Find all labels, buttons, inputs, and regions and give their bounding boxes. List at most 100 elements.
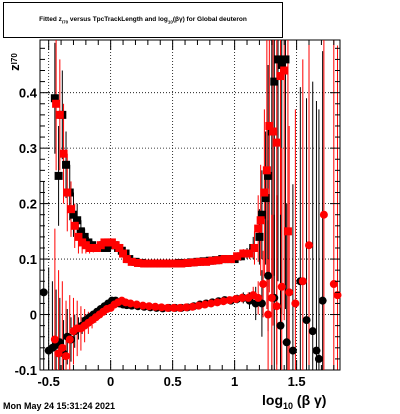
data-point-circle <box>50 335 59 344</box>
data-point-circle <box>291 299 300 308</box>
data-point-square <box>122 255 131 264</box>
data-point-circle <box>319 210 328 219</box>
data-point-circle <box>276 321 285 330</box>
data-point-square <box>214 256 223 265</box>
data-point-circle <box>285 288 294 297</box>
data-point-square <box>280 66 289 75</box>
data-point-circle <box>259 280 268 289</box>
data-point-square <box>164 259 173 268</box>
data-point-circle <box>182 303 191 312</box>
data-point-square <box>270 77 279 86</box>
data-point-square <box>269 127 278 136</box>
data-point-square <box>265 121 274 130</box>
x-tick-label: 0.5 <box>164 374 182 389</box>
data-point-square <box>152 259 161 268</box>
data-point-square <box>119 249 128 258</box>
data-point-circle <box>288 346 297 355</box>
data-point-square <box>264 171 273 180</box>
data-point-circle <box>157 303 166 312</box>
data-point-circle <box>65 335 74 344</box>
data-point-square <box>260 188 269 197</box>
y-tick-label: 0.4 <box>19 86 38 101</box>
data-point-circle <box>333 291 342 300</box>
data-point-square <box>277 60 286 69</box>
data-point-square <box>171 259 180 268</box>
data-point-circle <box>298 277 307 286</box>
data-point-circle <box>169 303 178 312</box>
data-point-circle <box>314 354 323 363</box>
data-point-square <box>158 259 167 268</box>
data-point-circle <box>277 282 286 291</box>
y-tick-label: 0.1 <box>19 252 37 267</box>
data-point-square <box>202 257 211 266</box>
data-point-square <box>274 55 283 64</box>
x-tick-label: -0.5 <box>37 374 59 389</box>
data-point-circle <box>318 296 327 305</box>
data-point-square <box>208 256 217 265</box>
data-point-circle <box>312 346 321 355</box>
data-point-square <box>257 210 266 219</box>
data-point-square <box>66 205 75 214</box>
x-tick-label: 0 <box>107 374 114 389</box>
data-point-circle <box>264 310 273 319</box>
plot-title-box: Fitted zI70 versus TpcTrackLength and lo… <box>3 2 283 38</box>
data-point-square <box>69 210 78 219</box>
data-point-circle <box>151 302 160 311</box>
data-point-square <box>55 110 64 119</box>
data-point-circle <box>200 300 209 309</box>
data-point-square <box>74 232 83 241</box>
data-point-circle <box>231 295 240 304</box>
data-point-square <box>127 257 136 266</box>
data-point-square <box>62 160 71 169</box>
data-point-square <box>140 259 149 268</box>
data-point-square <box>133 258 142 267</box>
markers <box>39 55 342 363</box>
data-point-square <box>146 259 155 268</box>
data-point-circle <box>163 303 172 312</box>
data-point-square <box>283 227 292 236</box>
data-point-circle <box>62 352 71 361</box>
data-point-square <box>262 166 271 175</box>
y-axis-label: z I70 <box>6 53 22 71</box>
y-tick-label: 0.2 <box>19 197 37 212</box>
y-tick-label: 0.3 <box>19 141 37 156</box>
data-point-circle <box>308 327 317 336</box>
data-point-circle <box>267 293 276 302</box>
data-point-square <box>220 255 229 264</box>
data-point-square <box>250 243 259 252</box>
x-axis-label: log10 (β γ) <box>262 392 327 411</box>
data-point-circle <box>145 302 154 311</box>
x-tick-label: 1 <box>231 374 238 389</box>
data-point-circle <box>305 241 314 250</box>
data-point-square <box>255 232 264 241</box>
data-point-square <box>272 138 281 147</box>
data-point-square <box>281 55 290 64</box>
data-point-circle <box>302 316 311 325</box>
data-point-square <box>63 188 72 197</box>
data-point-circle <box>188 302 197 311</box>
data-point-circle <box>272 302 281 311</box>
data-point-square <box>256 216 265 225</box>
data-point-circle <box>238 293 247 302</box>
data-point-square <box>54 171 63 180</box>
data-point-circle <box>264 271 273 280</box>
data-point-square <box>70 221 79 230</box>
data-point-square <box>183 258 192 267</box>
data-point-square <box>80 232 89 241</box>
y-tick-label: 0 <box>30 308 37 323</box>
data-point-square <box>254 224 263 233</box>
data-point-square <box>233 252 242 261</box>
timestamp: Mon May 24 15:31:24 2021 <box>3 401 116 411</box>
data-point-square <box>239 249 248 258</box>
data-point-square <box>52 99 61 108</box>
data-point-square <box>245 249 254 258</box>
data-point-square <box>76 227 85 236</box>
data-point-circle <box>213 298 222 307</box>
data-point-circle <box>329 280 338 289</box>
data-point-square <box>226 255 235 264</box>
data-point-circle <box>225 296 234 305</box>
data-point-square <box>177 259 186 268</box>
data-point-circle <box>58 343 67 352</box>
data-point-circle <box>282 338 291 347</box>
